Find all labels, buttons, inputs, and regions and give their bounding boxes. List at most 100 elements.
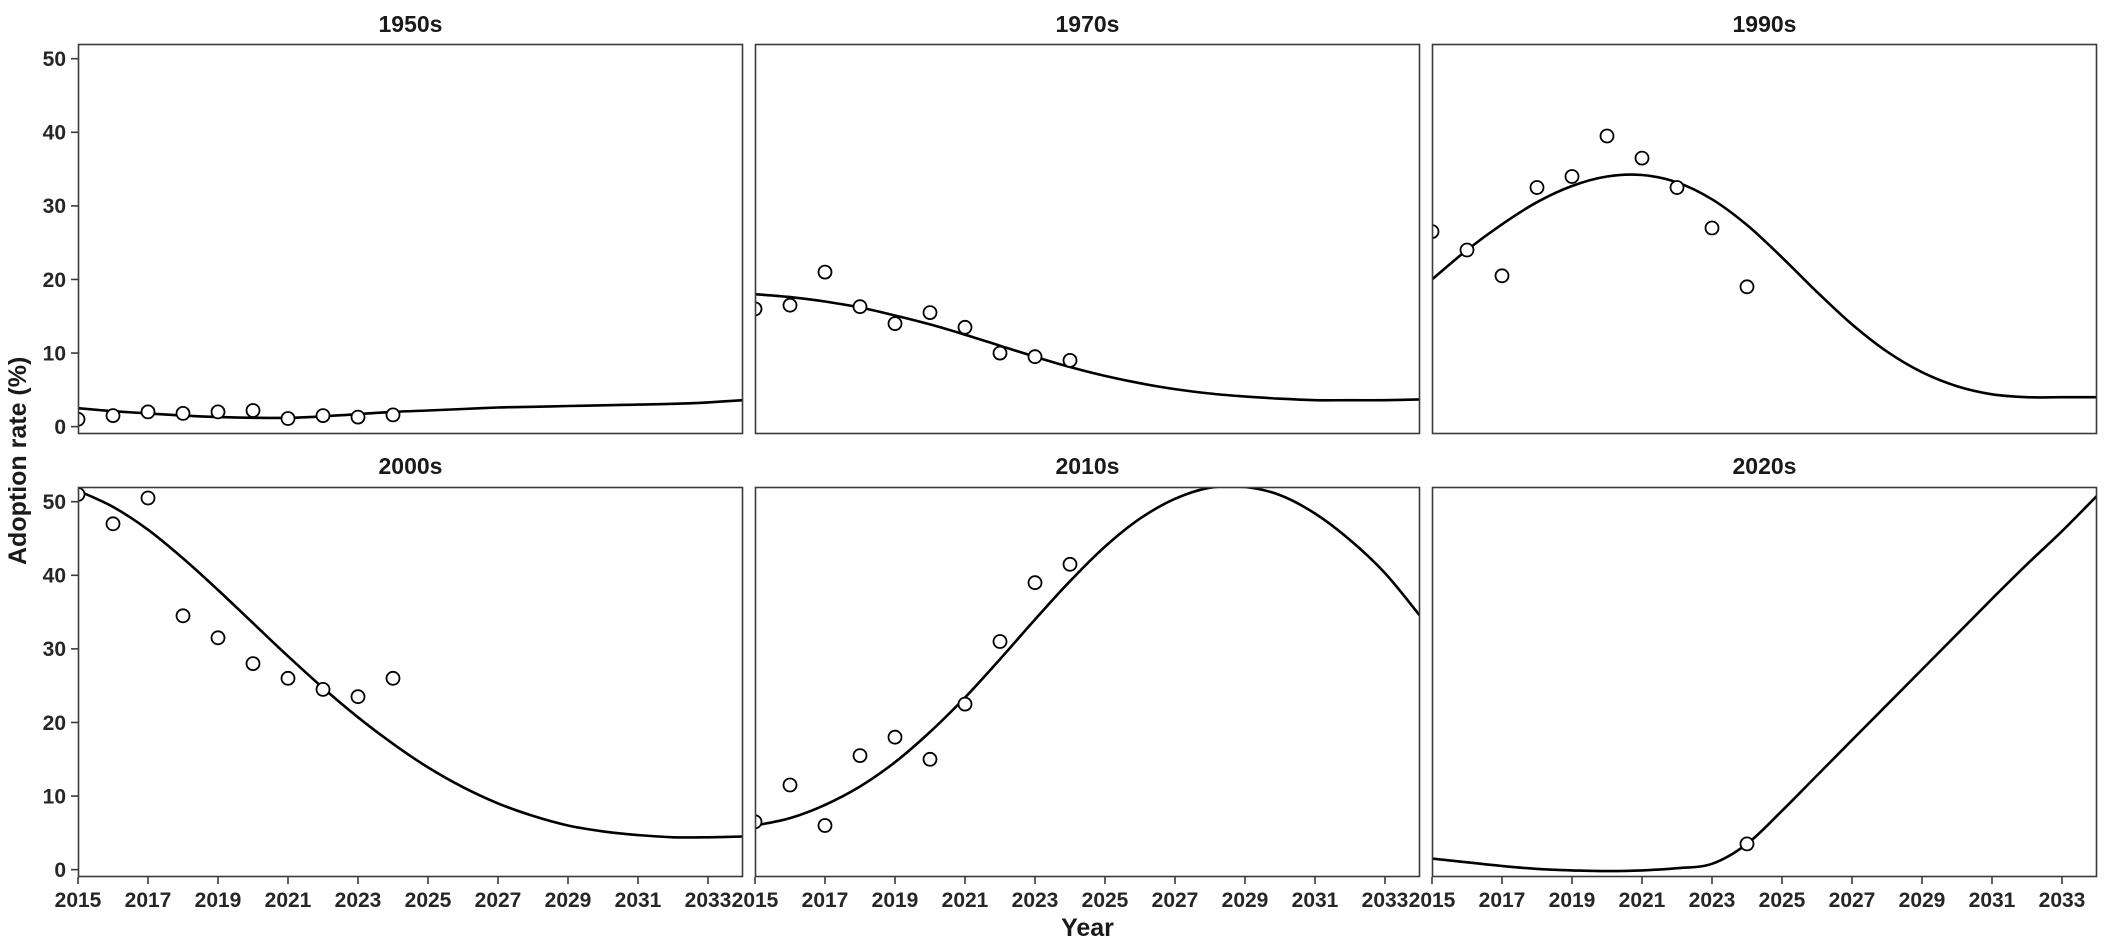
data-point [957,696,973,712]
x-tick-label: 2021 [942,889,989,912]
x-tick-label: 2019 [195,889,242,912]
facet-panel-1990s [1431,43,2098,435]
x-tick-label: 2023 [1012,889,1059,912]
data-point [1027,349,1043,365]
y-tick-label: 40 [43,122,66,145]
y-tick-label: 10 [43,785,66,808]
trend-line [1432,494,2097,873]
x-tick-label: 2025 [405,889,452,912]
data-point [755,301,763,317]
x-tick-label: 2019 [872,889,919,912]
data-point [315,681,331,697]
x-tick-label: 2027 [1829,889,1876,912]
data-point [245,656,261,672]
data-point [782,777,798,793]
facet-panel-2010s: 2015 2017 2019 2021 2023 2025 2027 2029 2031 2033 [732,486,1421,912]
data-point [887,316,903,332]
x-tick-label: 2033 [1362,889,1409,912]
data-point [140,404,156,420]
x-tick-label: 2033 [685,889,732,912]
data-point [1669,180,1685,195]
data-point [817,264,833,280]
panel-border [754,43,1421,435]
y-tick-label: 50 [43,491,66,514]
panel-border [754,486,1421,878]
data-point [992,345,1008,361]
facet-title-1970s: 1970s [1055,11,1120,37]
data-point [1062,352,1078,368]
y-tick-label: 30 [43,195,66,218]
panel-background [755,44,1420,434]
data-point [175,405,191,421]
data-point [1494,268,1510,284]
x-tick-label: 2025 [1759,889,1806,912]
y-tick-label: 10 [43,342,66,365]
x-tick-label: 2017 [802,889,849,912]
data-point [315,408,331,424]
x-tick-label: 2015 [732,889,779,912]
y-tick-label: 0 [54,859,66,882]
data-point [1564,169,1580,184]
data-point [78,411,86,427]
y-tick-label: 0 [54,416,66,439]
facet-panel-1970s [754,43,1421,435]
data-point [1459,242,1475,258]
x-tick-label: 2015 [55,889,102,912]
data-point [78,487,86,502]
data-point [782,297,798,313]
data-point [1739,836,1755,852]
data-point [852,299,868,315]
facet-title-2010s: 2010s [1055,453,1120,479]
trend-line [1432,173,2097,399]
data-point [385,407,401,423]
data-point [140,490,156,506]
data-point [105,408,121,424]
data-point [350,689,366,705]
x-tick-label: 2023 [1689,889,1736,912]
y-tick-label: 20 [43,712,66,735]
y-tick-label: 50 [43,48,66,71]
panel-background [78,44,743,434]
data-point [922,751,938,767]
panel-border [77,486,744,878]
trend-line [755,487,1420,827]
y-tick-label: 30 [43,638,66,661]
panel-border [1431,486,2098,878]
data-point [887,729,903,745]
data-point [385,670,401,686]
data-point [1529,180,1545,195]
facet-title-2000s: 2000s [378,453,443,479]
data-point [755,814,763,830]
data-point [350,409,366,425]
data-point [245,403,261,418]
facet-panel-2000s: 0 10 20 30 40 50 2015 2017 2019 2021 2023 2025 2027 2… [43,486,744,912]
data-point [1599,128,1615,144]
data-point [210,630,226,646]
x-tick-label: 2015 [1409,889,1456,912]
data-point [1432,224,1440,239]
panel-background [1432,487,2097,877]
trend-line [78,489,743,839]
facet-panel-2020s: 2015 2017 2019 2021 2023 2025 2027 2029 2031 2033 [1409,486,2098,912]
facet-title-1950s: 1950s [378,11,443,37]
data-point [852,748,868,764]
data-point [922,305,938,321]
x-tick-label: 2029 [1222,889,1269,912]
y-axis-title: Adoption rate (%) [4,356,32,565]
x-tick-label: 2029 [1899,889,1946,912]
data-point [1062,556,1078,572]
x-tick-label: 2019 [1549,889,1596,912]
x-tick-label: 2031 [1969,889,2016,912]
x-tick-label: 2027 [1152,889,1199,912]
data-point [175,608,191,624]
data-point [957,319,973,335]
data-point [817,818,833,833]
panel-border [77,43,744,435]
x-tick-label: 2031 [615,889,662,912]
facet-title-1990s: 1990s [1732,11,1797,37]
x-tick-label: 2029 [545,889,592,912]
facet-panel-1950s: 0 10 20 30 40 50 [43,43,744,439]
data-point [105,516,121,532]
